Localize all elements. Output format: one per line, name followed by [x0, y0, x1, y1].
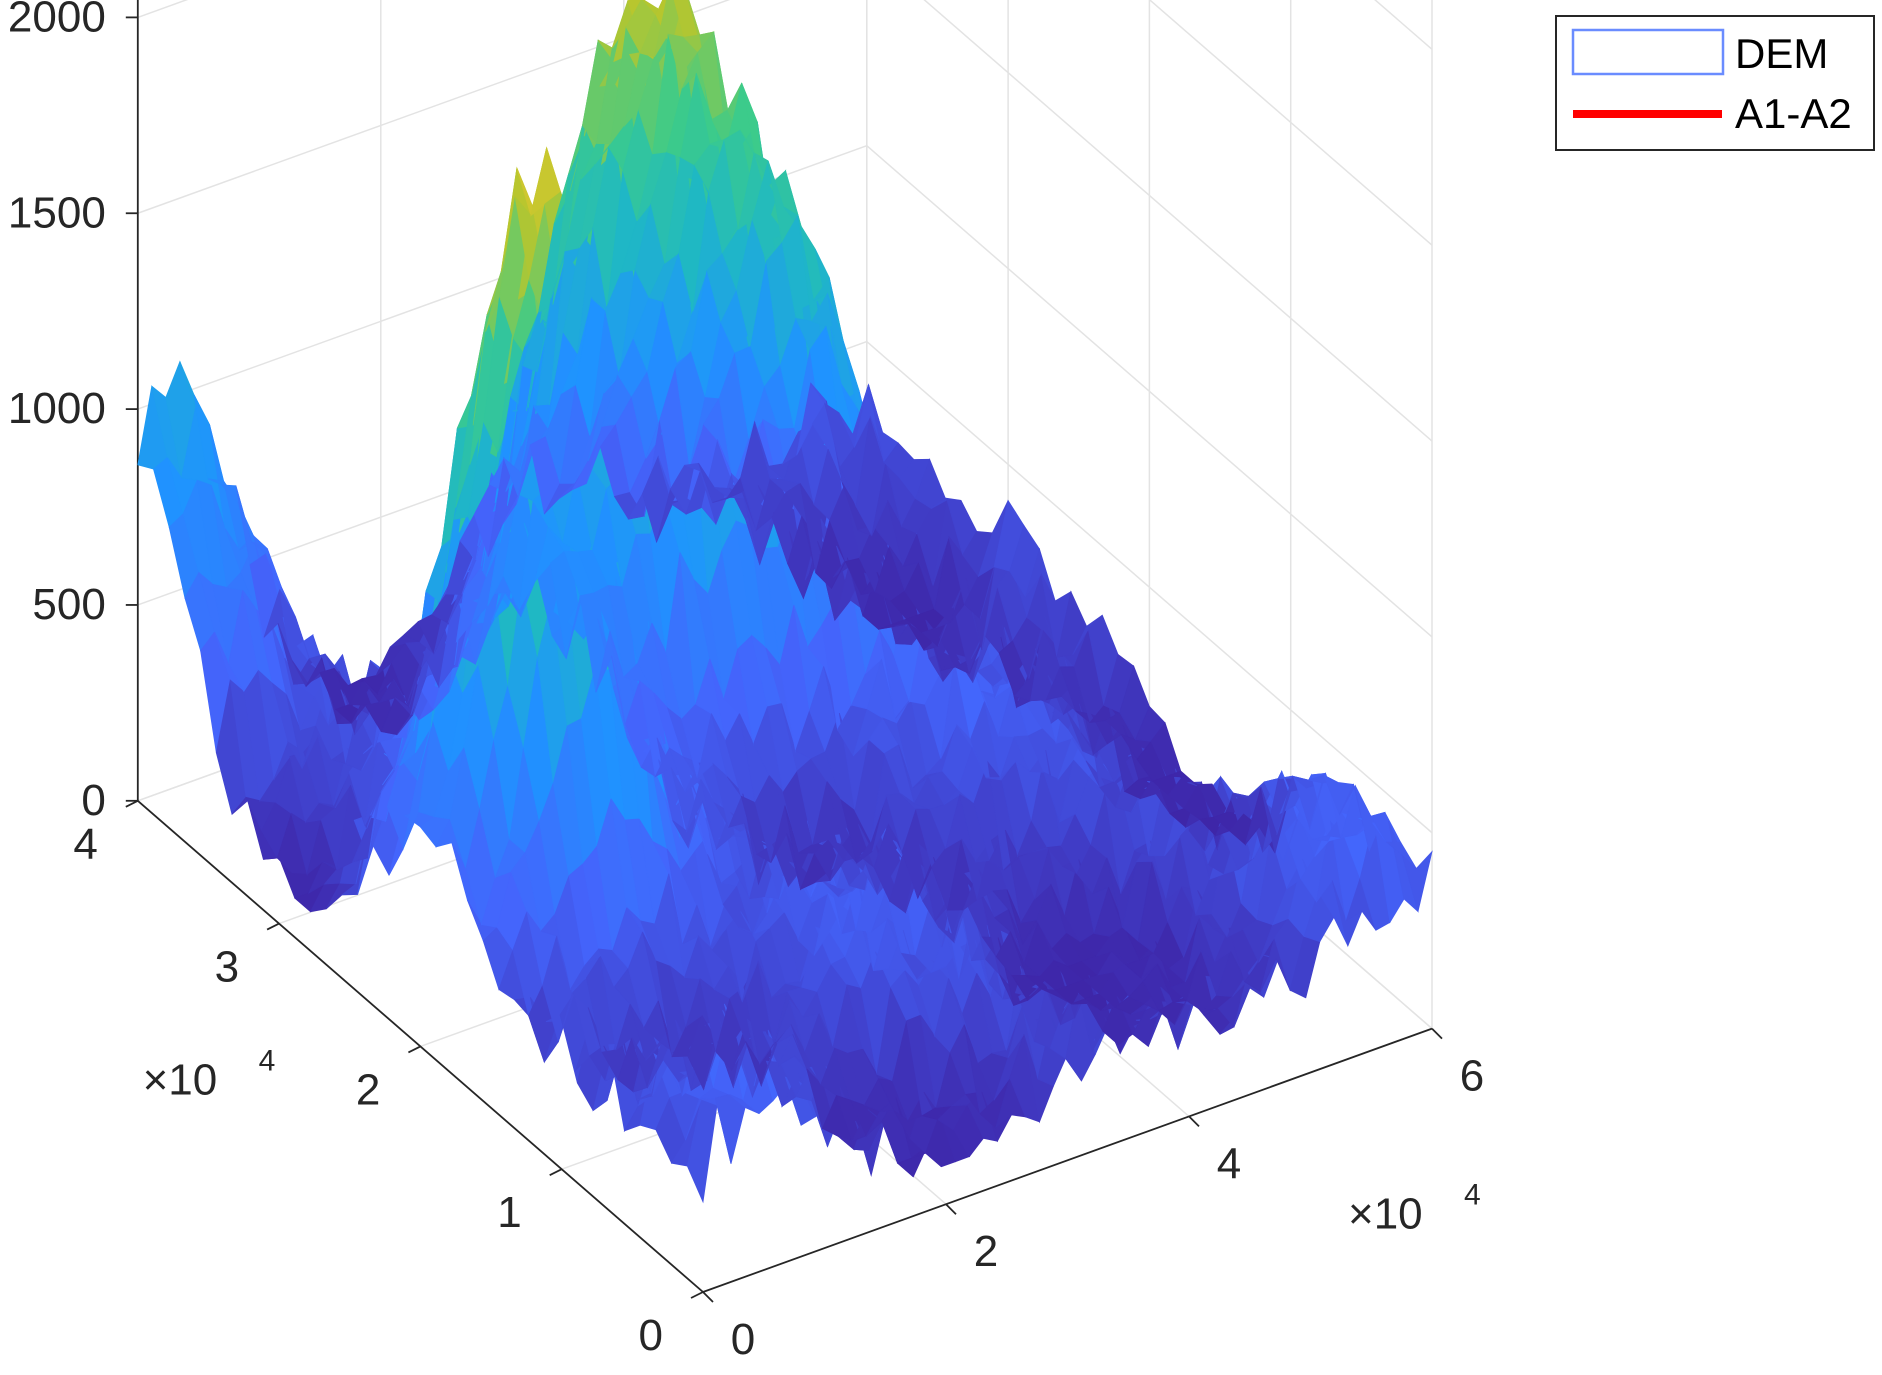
x-tick-label: 0	[731, 1315, 755, 1364]
y-tick-mark	[690, 1291, 704, 1299]
x-tick-label: 2	[974, 1227, 998, 1276]
y-tick-mark	[266, 922, 280, 931]
z-tick-label: 2000	[8, 0, 106, 41]
grid-line-side-z	[1148, 0, 1433, 246]
x-tick-mark	[1431, 1027, 1443, 1040]
y-exponent-label-base: ×10	[143, 1055, 218, 1104]
grid-line-back-z	[137, 0, 731, 214]
x-tick-label: 4	[1217, 1139, 1241, 1188]
grid-line-back-z	[137, 0, 189, 19]
x-exponent-label-power: 4	[1464, 1179, 1481, 1212]
legend-swatch-dem	[1571, 28, 1725, 76]
dem-surface	[137, 0, 1433, 1204]
x-exponent-label-base: ×10	[1348, 1190, 1423, 1239]
z-tick-label: 0	[81, 776, 105, 825]
y-tick-mark	[549, 1168, 563, 1177]
x-tick-mark	[945, 1203, 957, 1215]
y-tick-label: 1	[497, 1188, 521, 1237]
legend-label-dem: DEM	[1735, 30, 1828, 77]
y-tick-label: 3	[215, 943, 239, 992]
y-tick-label: 4	[73, 820, 97, 869]
y-tick-label: 2	[356, 1065, 380, 1114]
z-tick-label: 1500	[8, 188, 106, 237]
y-exponent-label: ×10 4	[143, 1044, 276, 1104]
legend: DEM A1-A2	[1555, 15, 1875, 151]
y-tick-mark	[407, 1045, 421, 1054]
x-tick-label: 6	[1460, 1052, 1484, 1101]
x-axis-line	[702, 1027, 1433, 1293]
tick-label-layer: 050010001500200025003000012340246×104×10…	[8, 0, 1484, 1364]
y-tick-label: 0	[639, 1311, 663, 1360]
x-tick-mark	[702, 1291, 714, 1303]
x-tick-mark	[1188, 1115, 1200, 1128]
y-exponent-label-power: 4	[259, 1044, 276, 1077]
y-tick-mark	[125, 799, 139, 808]
surface-facet	[1401, 850, 1433, 912]
x-exponent-label: ×10 4	[1348, 1179, 1481, 1239]
surface-facet	[714, 1093, 746, 1164]
legend-label-a1-a2: A1-A2	[1735, 90, 1852, 137]
z-tick-label: 1000	[8, 384, 106, 433]
z-tick-label: 500	[32, 580, 105, 629]
